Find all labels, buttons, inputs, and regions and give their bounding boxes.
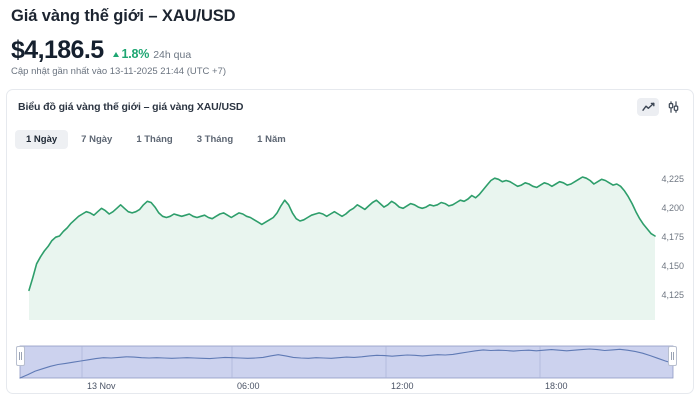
range-tab-7-ngay[interactable]: 7 Ngày bbox=[70, 130, 123, 149]
range-tab-1-ngay[interactable]: 1 Ngày bbox=[15, 130, 69, 149]
caret-up-icon bbox=[112, 51, 119, 57]
range-tabs: 1 Ngày 7 Ngày 1 Tháng 3 Tháng 1 Năm bbox=[15, 130, 297, 149]
candlestick-chart-icon[interactable] bbox=[662, 98, 684, 116]
chart-card: Biểu đồ giá vàng thế giới – giá vàng XAU… bbox=[6, 89, 694, 394]
price-summary: $4,186.5 1.8% 24h qua bbox=[11, 38, 191, 63]
price-chart-plot[interactable] bbox=[7, 152, 693, 334]
navigator-x-tick: 13 Nov bbox=[87, 381, 116, 391]
chart-line bbox=[28, 176, 656, 292]
navigator-line bbox=[19, 348, 674, 379]
range-tab-3-thang[interactable]: 3 Tháng bbox=[186, 130, 244, 149]
navigator-x-tick: 06:00 bbox=[237, 381, 260, 391]
chart-type-toggle bbox=[637, 98, 684, 116]
navigator-selection bbox=[19, 345, 674, 379]
line-chart-icon[interactable] bbox=[637, 98, 659, 116]
chart-card-header: Biểu đồ giá vàng thế giới – giá vàng XAU… bbox=[7, 90, 693, 124]
chart-title: Biểu đồ giá vàng thế giới – giá vàng XAU… bbox=[18, 101, 244, 113]
navigator-x-tick: 18:00 bbox=[545, 381, 568, 391]
range-tab-1-thang[interactable]: 1 Tháng bbox=[125, 130, 183, 149]
navigator-x-tick: 12:00 bbox=[391, 381, 414, 391]
change-period: 24h qua bbox=[153, 49, 192, 61]
last-updated-text: Cập nhật gần nhất vào 13-11-2025 21:44 (… bbox=[11, 66, 227, 77]
navigator-x-labels: 13 Nov 06:00 12:00 18:00 bbox=[7, 377, 693, 391]
current-price: $4,186.5 bbox=[11, 36, 104, 64]
navigator-svg bbox=[19, 345, 674, 379]
chart-area-fill bbox=[29, 177, 655, 320]
change-percent: 1.8% bbox=[121, 47, 150, 61]
price-change: 1.8% 24h qua bbox=[112, 47, 192, 61]
navigator-gridlines bbox=[81, 346, 541, 378]
navigator-right-handle[interactable] bbox=[668, 346, 677, 366]
navigator-left-handle[interactable] bbox=[16, 346, 25, 366]
range-tab-1-nam[interactable]: 1 Năm bbox=[246, 130, 297, 149]
page-title: Giá vàng thế giới – XAU/USD bbox=[11, 7, 236, 25]
range-navigator[interactable]: 13 Nov 06:00 12:00 18:00 bbox=[7, 335, 693, 393]
price-chart-svg bbox=[28, 176, 656, 320]
